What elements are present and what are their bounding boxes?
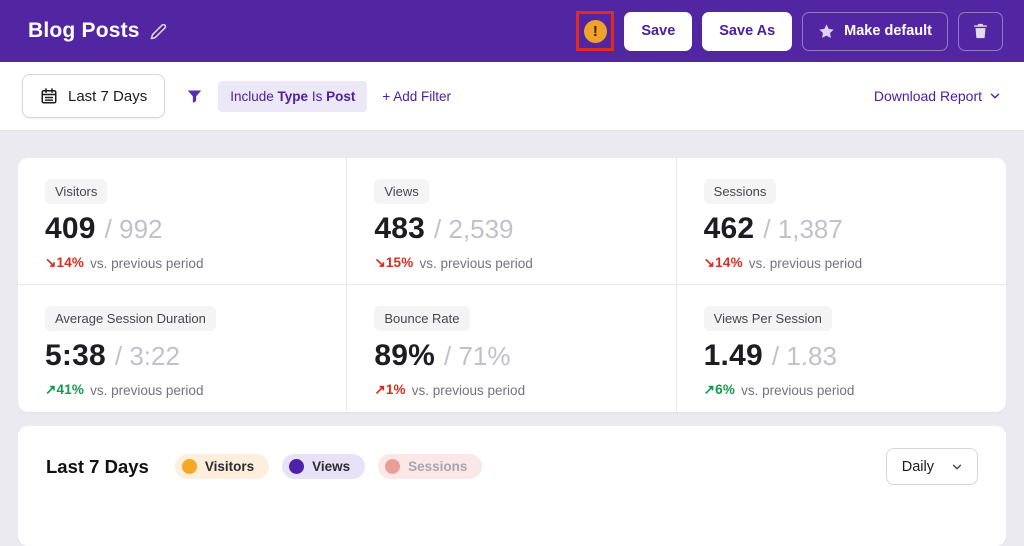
stat-card-views: Views 483 / 2,539 ↘15% vs. previous peri… [347, 158, 677, 285]
stat-label: Views [374, 179, 429, 204]
stat-current-value: 409 [45, 212, 96, 245]
legend-toggle-views[interactable]: Views [282, 454, 366, 479]
stat-label: Views Per Session [703, 306, 832, 331]
interval-dropdown[interactable]: Daily [885, 448, 978, 485]
active-filter-chip[interactable]: Include Type Is Post [218, 80, 368, 112]
chevron-down-icon [990, 93, 1000, 99]
filter-toolbar: Last 7 Days Include Type Is Post + Add F… [0, 62, 1024, 131]
visitors-dot-icon [181, 459, 197, 474]
comparison-note: vs. previous period [741, 382, 855, 398]
stat-label: Bounce Rate [374, 306, 470, 331]
stat-card-bounce-rate: Bounce Rate 89% / 71% ↗1% vs. previous p… [347, 285, 677, 412]
stat-label: Average Session Duration [45, 306, 216, 331]
stat-current-value: 462 [703, 212, 755, 245]
legend-toggle-sessions[interactable]: Sessions [378, 454, 483, 479]
add-filter-link[interactable]: + Add Filter [382, 88, 452, 104]
stat-label: Sessions [703, 179, 777, 204]
stat-card-avg-session-duration: Average Session Duration 5:38 / 3:22 ↗41… [18, 285, 348, 412]
stat-label: Visitors [45, 179, 108, 204]
stat-previous-value: / 71% [443, 341, 511, 371]
unsaved-changes-warning-icon[interactable]: ! [583, 19, 607, 43]
save-as-button[interactable]: Save As [702, 11, 793, 51]
comparison-note: vs. previous period [411, 382, 526, 398]
sessions-dot-icon [385, 459, 401, 474]
dashboard-main: Visitors 409 / 992 ↘14% vs. previous per… [0, 131, 1024, 546]
legend-toggle-visitors[interactable]: Visitors [174, 454, 270, 479]
trend-indicator: ↗41% [45, 382, 85, 397]
stat-previous-value: / 3:22 [114, 341, 180, 371]
trash-icon [974, 23, 987, 39]
comparison-note: vs. previous period [419, 255, 533, 271]
comparison-note: vs. previous period [748, 255, 863, 271]
make-default-button[interactable]: Make default [802, 11, 948, 51]
filter-funnel-icon[interactable] [186, 88, 203, 105]
traffic-chart-card: Last 7 Days Visitors Views Sessions Dail… [18, 426, 1006, 546]
trend-indicator: ↗1% [374, 382, 406, 397]
calendar-icon [41, 88, 57, 104]
stat-previous-value: / 1.83 [771, 341, 837, 371]
chart-title: Last 7 Days [46, 455, 149, 477]
edit-title-icon[interactable] [150, 23, 167, 40]
stats-grid: Visitors 409 / 992 ↘14% vs. previous per… [18, 158, 1006, 412]
app-header: Blog Posts ! Save Save As Make default [0, 0, 1024, 62]
save-button[interactable]: Save [624, 11, 693, 51]
page-title: Blog Posts [28, 19, 140, 42]
trend-indicator: ↘15% [374, 255, 414, 270]
stat-previous-value: / 2,539 [433, 214, 514, 244]
stat-current-value: 89% [374, 339, 435, 372]
views-dot-icon [289, 459, 305, 474]
trend-indicator: ↘14% [45, 255, 85, 270]
comparison-note: vs. previous period [90, 382, 204, 398]
trend-indicator: ↗6% [703, 382, 736, 397]
chevron-down-icon [952, 464, 962, 469]
stat-current-value: 483 [374, 212, 425, 245]
comparison-note: vs. previous period [90, 255, 204, 271]
download-report-dropdown[interactable]: Download Report [874, 88, 1002, 104]
stat-previous-value: / 992 [104, 214, 163, 244]
stat-current-value: 1.49 [703, 339, 763, 372]
star-icon [819, 23, 834, 38]
stat-previous-value: / 1,387 [763, 214, 843, 244]
stat-card-sessions: Sessions 462 / 1,387 ↘14% vs. previous p… [676, 158, 1006, 285]
chart-legend: Visitors Views Sessions [174, 454, 483, 479]
delete-report-button[interactable] [958, 11, 1003, 51]
stat-current-value: 5:38 [45, 339, 106, 372]
stat-card-visitors: Visitors 409 / 992 ↘14% vs. previous per… [18, 158, 348, 285]
annotation-highlight-box: ! [576, 11, 615, 51]
trend-indicator: ↘14% [703, 255, 743, 270]
date-range-button[interactable]: Last 7 Days [22, 74, 166, 118]
stat-card-views-per-session: Views Per Session 1.49 / 1.83 ↗6% vs. pr… [677, 285, 1006, 412]
